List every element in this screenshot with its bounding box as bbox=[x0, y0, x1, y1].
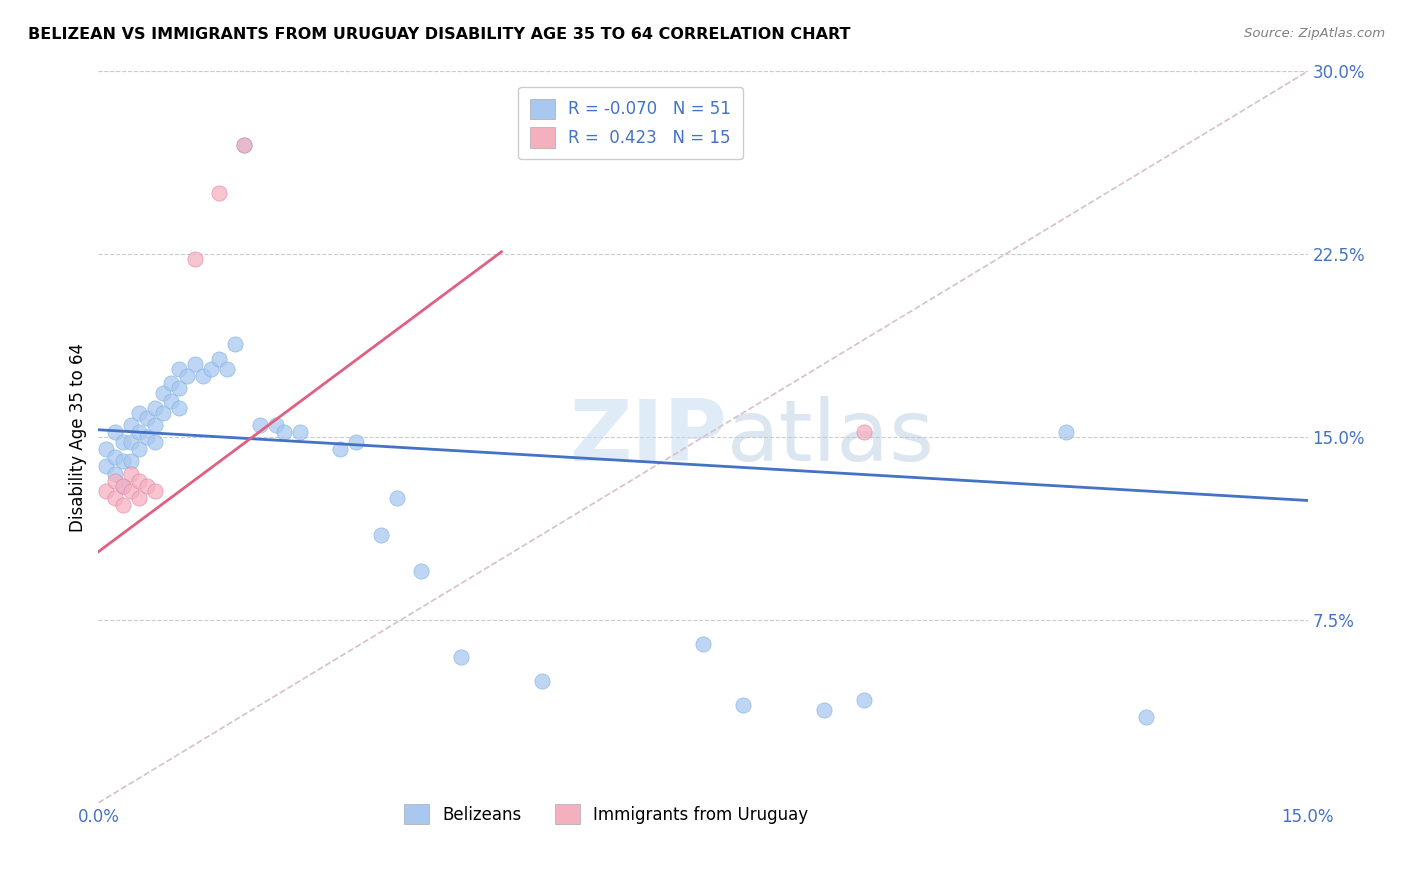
Point bbox=[111, 454, 134, 468]
Point bbox=[1135, 710, 1157, 724]
Point bbox=[733, 698, 755, 713]
Point bbox=[288, 425, 311, 440]
Point bbox=[120, 434, 142, 449]
Point bbox=[111, 479, 134, 493]
Point bbox=[128, 442, 150, 457]
Point bbox=[184, 357, 207, 371]
Point bbox=[111, 434, 134, 449]
Point bbox=[96, 442, 118, 457]
Point bbox=[120, 483, 142, 498]
Point bbox=[128, 406, 150, 420]
Point bbox=[120, 454, 142, 468]
Text: Source: ZipAtlas.com: Source: ZipAtlas.com bbox=[1244, 27, 1385, 40]
Point bbox=[385, 491, 408, 505]
Point bbox=[184, 252, 207, 266]
Point bbox=[853, 693, 876, 707]
Text: ZIP: ZIP bbox=[569, 395, 727, 479]
Point bbox=[217, 361, 239, 376]
Point bbox=[853, 425, 876, 440]
Point bbox=[120, 417, 142, 432]
Text: atlas: atlas bbox=[727, 395, 935, 479]
Point bbox=[813, 703, 835, 717]
Point bbox=[120, 467, 142, 481]
Point bbox=[143, 483, 166, 498]
Point bbox=[160, 393, 183, 408]
Point bbox=[232, 137, 254, 152]
Point bbox=[128, 491, 150, 505]
Point bbox=[193, 369, 215, 384]
Point bbox=[1054, 425, 1077, 440]
Point bbox=[103, 450, 125, 464]
Point bbox=[450, 649, 472, 664]
Point bbox=[135, 430, 157, 444]
Point bbox=[160, 376, 183, 391]
Point bbox=[200, 361, 222, 376]
Point bbox=[96, 459, 118, 474]
Point bbox=[135, 410, 157, 425]
Point bbox=[135, 479, 157, 493]
Point bbox=[409, 564, 432, 578]
Point bbox=[143, 401, 166, 415]
Point bbox=[273, 425, 295, 440]
Point bbox=[143, 417, 166, 432]
Point bbox=[111, 499, 134, 513]
Point bbox=[224, 337, 246, 351]
Point bbox=[176, 369, 198, 384]
Point bbox=[152, 406, 174, 420]
Point bbox=[167, 381, 190, 395]
Point bbox=[167, 361, 190, 376]
Point bbox=[530, 673, 553, 688]
Y-axis label: Disability Age 35 to 64: Disability Age 35 to 64 bbox=[69, 343, 87, 532]
Point bbox=[128, 425, 150, 440]
Text: BELIZEAN VS IMMIGRANTS FROM URUGUAY DISABILITY AGE 35 TO 64 CORRELATION CHART: BELIZEAN VS IMMIGRANTS FROM URUGUAY DISA… bbox=[28, 27, 851, 42]
Point bbox=[96, 483, 118, 498]
Point bbox=[370, 527, 392, 541]
Point bbox=[167, 401, 190, 415]
Point bbox=[692, 637, 714, 651]
Point bbox=[103, 474, 125, 488]
Point bbox=[103, 425, 125, 440]
Point bbox=[232, 137, 254, 152]
Point bbox=[103, 491, 125, 505]
Point bbox=[264, 417, 287, 432]
Point bbox=[249, 417, 271, 432]
Point bbox=[344, 434, 367, 449]
Point bbox=[143, 434, 166, 449]
Point bbox=[208, 186, 231, 201]
Point bbox=[103, 467, 125, 481]
Point bbox=[208, 352, 231, 367]
Point bbox=[152, 386, 174, 401]
Point bbox=[329, 442, 352, 457]
Legend: Belizeans, Immigrants from Uruguay: Belizeans, Immigrants from Uruguay bbox=[398, 797, 815, 831]
Point bbox=[128, 474, 150, 488]
Point bbox=[111, 479, 134, 493]
